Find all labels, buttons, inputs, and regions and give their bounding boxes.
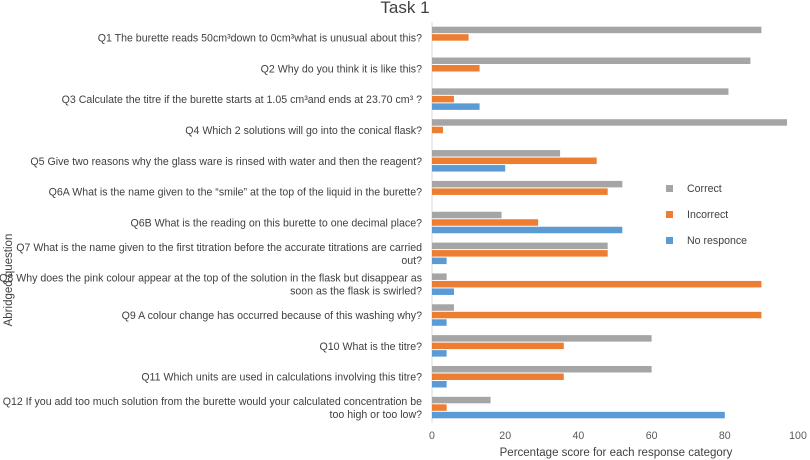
question-label: Q9 A colour change has occurred because …: [122, 310, 422, 322]
question-label: Q1 The burette reads 50cm³down to 0cm³wh…: [98, 32, 422, 44]
question-label: Q4 Which 2 solutions will go into the co…: [185, 125, 422, 137]
bar-no-responce: [432, 226, 623, 234]
bar-correct: [432, 304, 454, 311]
legend: Correct Incorrect No responce: [666, 183, 747, 247]
bar-incorrect: [432, 373, 564, 380]
legend-swatch: [666, 185, 673, 192]
question-label: Q8 Why does the pink colour appear at th…: [0, 273, 422, 285]
x-tick-label: 40: [573, 430, 585, 442]
bar-correct: [432, 26, 762, 34]
bar-correct: [432, 150, 561, 157]
chart-title: Task 1: [380, 0, 429, 17]
x-axis-title: Percentage score for each response categ…: [500, 447, 733, 459]
question-label: Q11 Which units are used in calculations…: [141, 372, 422, 384]
x-tick-label: 20: [499, 430, 511, 442]
x-tick-labels: 0 20 40 60 80 100: [429, 430, 807, 442]
bar-correct: [432, 88, 729, 95]
question-label: Q3 Calculate the titre if the burette st…: [62, 94, 422, 106]
legend-label: Incorrect: [687, 209, 728, 221]
question-label: out?: [401, 255, 422, 267]
bar-correct: [432, 273, 447, 280]
bar-correct: [432, 396, 491, 404]
question-label: Q5 Give two reasons why the glass ware i…: [30, 156, 422, 168]
bars: [432, 26, 788, 419]
bar-incorrect: [432, 126, 443, 134]
legend-swatch: [666, 237, 673, 244]
bar-incorrect: [432, 188, 608, 195]
question-label: Q2 Why do you think it is like this?: [261, 63, 422, 75]
question-label: Q12 If you add too much solution from th…: [3, 396, 422, 408]
x-tick-label: 80: [719, 430, 731, 442]
bar-correct: [432, 242, 608, 250]
bar-incorrect: [432, 157, 597, 165]
question-label: too high or too low?: [330, 409, 423, 421]
legend-label: No responce: [687, 235, 747, 247]
bar-correct: [432, 180, 623, 188]
bar-incorrect: [432, 250, 608, 257]
bar-no-responce: [432, 288, 454, 295]
bar-incorrect: [432, 311, 762, 319]
x-tick-label: 60: [646, 430, 658, 442]
x-tick-label: 100: [789, 430, 807, 442]
bar-incorrect: [432, 404, 447, 411]
bar-correct: [432, 335, 652, 342]
bar-incorrect: [432, 342, 564, 350]
legend-label: Correct: [687, 183, 722, 195]
bar-incorrect: [432, 65, 480, 72]
question-label: Q6B What is the reading on this burette …: [131, 218, 423, 230]
bar-no-responce: [432, 257, 447, 265]
bar-no-responce: [432, 319, 447, 326]
bar-incorrect: [432, 280, 762, 288]
question-labels: Q1 The burette reads 50cm³down to 0cm³wh…: [0, 32, 422, 421]
bar-incorrect: [432, 219, 539, 226]
bar-no-responce: [432, 350, 447, 357]
bar-incorrect: [432, 95, 454, 103]
bar-no-responce: [432, 411, 725, 419]
bar-correct: [432, 119, 788, 126]
bar-correct: [432, 365, 652, 373]
y-axis-title: Abridged question: [3, 234, 15, 327]
question-label: soon as the flask is swirled?: [290, 286, 422, 298]
bar-no-responce: [432, 380, 447, 388]
bar-correct: [432, 57, 751, 65]
legend-swatch: [666, 211, 673, 218]
bar-incorrect: [432, 34, 469, 41]
bar-no-responce: [432, 165, 506, 172]
question-label: Q10 What is the titre?: [320, 341, 423, 353]
question-label: Q7 What is the name given to the first t…: [16, 242, 422, 254]
bar-no-responce: [432, 103, 480, 110]
x-tick-label: 0: [429, 430, 435, 442]
question-label: Q6A What is the name given to the “smile…: [49, 187, 422, 199]
bar-correct: [432, 211, 502, 219]
